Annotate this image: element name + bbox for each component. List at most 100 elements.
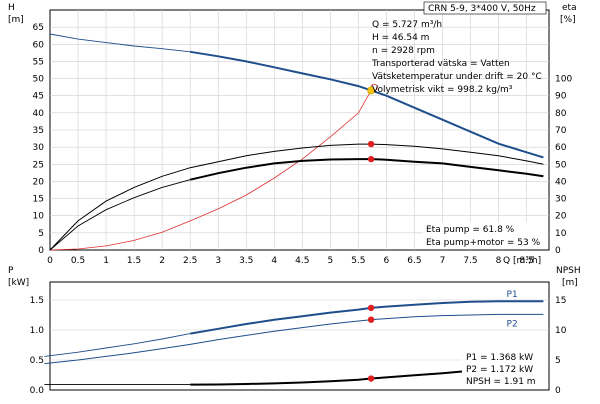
top-right-tick-label: 40 — [555, 177, 567, 187]
x-tick-label: 8 — [496, 256, 502, 266]
head-curve-thin — [49, 33, 191, 53]
info-flow: Q = 5.727 m³/h — [372, 20, 442, 30]
info-p1: P1 = 1.368 kW — [466, 353, 533, 363]
top-panel: 0 0.5 1 1.5 2 2.5 3 3.5 4 4.5 5 5.5 6 6.5 7 7.5 8 8.5 0 5 10… — [8, 1, 577, 390]
x-tick-label: 1 — [103, 256, 109, 266]
bottom-left-tick-label: 0.0 — [30, 386, 45, 396]
top-right-tick-label: 50 — [555, 160, 567, 170]
top-left-tick-label: 30 — [33, 143, 45, 153]
bottom-left-tick-label: 1.0 — [30, 326, 45, 336]
info-temperature: Vätsketemperatur under drift = 20 °C — [372, 72, 542, 82]
top-left-tick-label: 0 — [38, 246, 44, 256]
eta_pump-marker — [367, 140, 375, 148]
header-box — [423, 1, 547, 15]
info-p2: P2 = 1.172 kW — [466, 365, 533, 375]
operating-info: Q = 5.727 m³/h H = 46.54 m n = 2928 rpm … — [371, 20, 542, 95]
top-right-tick-label: 0 — [555, 246, 561, 256]
series-label-p2: P2 — [507, 319, 518, 329]
top-tick-labels: 0 0.5 1 1.5 2 2.5 3 3.5 4 4.5 5 5.5 6 6.5 7 7.5 8 8.5 0 5 10… — [33, 23, 573, 266]
operating-point — [367, 86, 375, 95]
top-left-tick-label: 10 — [33, 212, 45, 222]
info-eta-pump: Eta pump = 61.8 % — [426, 225, 515, 235]
x-tick-label: 2.5 — [183, 256, 197, 266]
x-axis-label: Q [m³/h] — [503, 256, 541, 266]
x-tick-label: 1.5 — [127, 256, 141, 266]
x-tick-label: 6 — [384, 256, 390, 266]
info-head: H = 46.54 m — [372, 33, 429, 43]
x-tick-label: 0 — [47, 256, 53, 266]
bottom-right-tick-label: 15 — [555, 296, 566, 306]
p2-curve — [44, 313, 544, 365]
chart-header: CRN 5-9, 3*400 V, 50Hz — [428, 4, 536, 14]
top-left-tick-label: 20 — [33, 177, 45, 187]
x-tick-label: 5.5 — [351, 256, 365, 266]
top-left-tick-label: 40 — [33, 109, 45, 119]
top-left-tick-label: 65 — [33, 23, 44, 33]
top-left-tick-label: 55 — [33, 57, 44, 67]
info-liquid: Transporterad vätska = Vatten — [371, 59, 510, 69]
top-grid — [50, 10, 549, 390]
bottom-left-axis-unit: [kW] — [8, 278, 29, 288]
power-info-box — [462, 349, 548, 389]
bottom-right-tick-label: 10 — [555, 326, 567, 336]
bottom-tick-labels: 0.0 0.5 1.0 1.5 0 5 10 15 — [30, 296, 567, 396]
info-speed: n = 2928 rpm — [372, 46, 435, 56]
x-tick-label: 5 — [327, 256, 333, 266]
x-tick-label: 0.5 — [71, 256, 85, 266]
x-tick-label: 3.5 — [239, 256, 253, 266]
top-right-tick-label: 100 — [555, 75, 572, 85]
bottom-right-axis-name: NPSH — [556, 266, 581, 276]
bottom-left-tick-label: 1.5 — [30, 296, 44, 306]
x-tick-label: 8.5 — [519, 256, 533, 266]
series-label-p1: P1 — [507, 290, 518, 300]
top-left-tick-label: 5 — [38, 229, 44, 239]
top-curves — [49, 33, 544, 251]
x-tick-label: 4 — [271, 256, 277, 266]
eta_pump-curve — [49, 143, 544, 251]
p2-marker — [367, 316, 375, 323]
top-left-tick-label: 25 — [33, 160, 44, 170]
x-tick-label: 4.5 — [295, 256, 309, 266]
eta_pump_motor-marker — [367, 155, 375, 163]
bottom-left-tick-label: 0.5 — [30, 356, 44, 366]
power-info: P1 = 1.368 kW P2 = 1.172 kW NPSH = 1.91 … — [462, 349, 548, 389]
info-npsh: NPSH = 1.91 m — [466, 377, 536, 387]
top-right-tick-label: 10 — [555, 229, 567, 239]
top-right-tick-label: 60 — [555, 143, 567, 153]
top-right-tick-label: 70 — [555, 126, 567, 136]
top-right-tick-label: 30 — [555, 195, 567, 205]
info-density: Volymetrisk vikt = 998.2 kg/m³ — [372, 85, 513, 95]
system-curve — [49, 90, 372, 251]
top-left-tick-label: 50 — [33, 75, 45, 85]
eta-info-box — [423, 222, 547, 248]
top-right-axis-name: eta — [562, 3, 577, 13]
top-left-tick-label: 45 — [33, 92, 44, 102]
eta_pump_motor-curve-thin — [49, 179, 191, 251]
p1-marker — [367, 304, 375, 312]
top-right-tick-label: 80 — [555, 109, 567, 119]
x-tick-label: 7 — [440, 256, 446, 266]
p1-curve-thin — [44, 333, 191, 357]
x-tick-label: 7.5 — [463, 256, 477, 266]
top-right-axis-unit: [%] — [560, 15, 576, 25]
bottom-right-tick-label: 0 — [555, 386, 561, 396]
top-left-tick-label: 60 — [33, 40, 45, 50]
bottom-right-tick-label: 5 — [555, 356, 561, 366]
info-eta-pump-motor: Eta pump+motor = 53 % — [426, 238, 541, 248]
top-right-tick-label: 90 — [555, 92, 567, 102]
npsh-marker — [367, 375, 375, 382]
top-left-tick-label: 35 — [33, 126, 44, 136]
bottom-left-axis-name: P — [8, 266, 14, 276]
top-left-tick-label: 15 — [33, 195, 44, 205]
x-tick-label: 3 — [215, 256, 221, 266]
top-right-tick-label: 20 — [555, 212, 567, 222]
top-left-axis-name: H — [8, 3, 15, 13]
x-tick-label: 6.5 — [407, 256, 421, 266]
bottom-right-axis-unit: [m] — [562, 278, 578, 288]
x-tick-label: 2 — [159, 256, 165, 266]
bottom-panel: 0.0 0.5 1.0 1.5 0 5 10 15 P [kW] NPSH [m] P1 P2 … — [8, 266, 581, 396]
top-left-axis-unit: [m] — [8, 15, 24, 25]
eta-info: Eta pump = 61.8 % Eta pump+motor = 53 % — [423, 222, 547, 248]
